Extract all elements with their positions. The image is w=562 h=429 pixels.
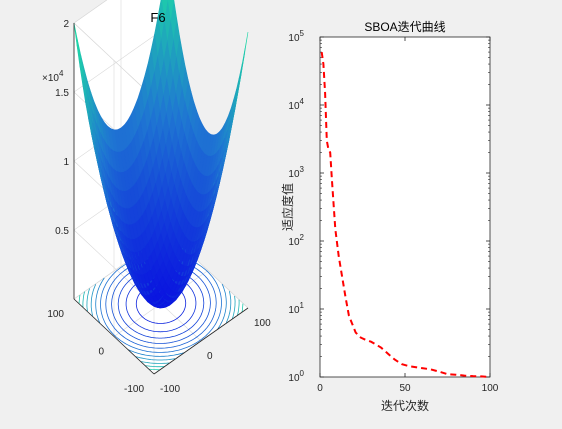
surface-title: F6	[150, 10, 165, 25]
surface-x-tick-label: -100	[160, 384, 180, 395]
convergence-ylabel: 适应度值	[280, 183, 295, 231]
convergence-x-tick-label: 50	[399, 383, 411, 394]
convergence-x-tick-label: 100	[482, 383, 499, 394]
surface-z-tick-label: 1	[63, 157, 69, 168]
surface-x-tick-label: 0	[207, 351, 213, 362]
convergence-xlabel: 迭代次数	[381, 398, 429, 413]
surface-z-tick-label: 2	[63, 19, 69, 30]
convergence-x-tick-label: 0	[317, 383, 323, 394]
surface-x-tick-label: 100	[254, 318, 271, 329]
surface-z-tick-label: 1.5	[55, 88, 69, 99]
surface-y-tick-label: 0	[98, 347, 104, 358]
surface-y-tick-label: -100	[124, 384, 144, 395]
convergence-title: SBOA迭代曲线	[364, 20, 445, 34]
surface-y-tick-label: 100	[47, 309, 64, 320]
convergence-plot-area	[320, 37, 490, 377]
surface-z-tick-label: 0.5	[55, 226, 69, 237]
